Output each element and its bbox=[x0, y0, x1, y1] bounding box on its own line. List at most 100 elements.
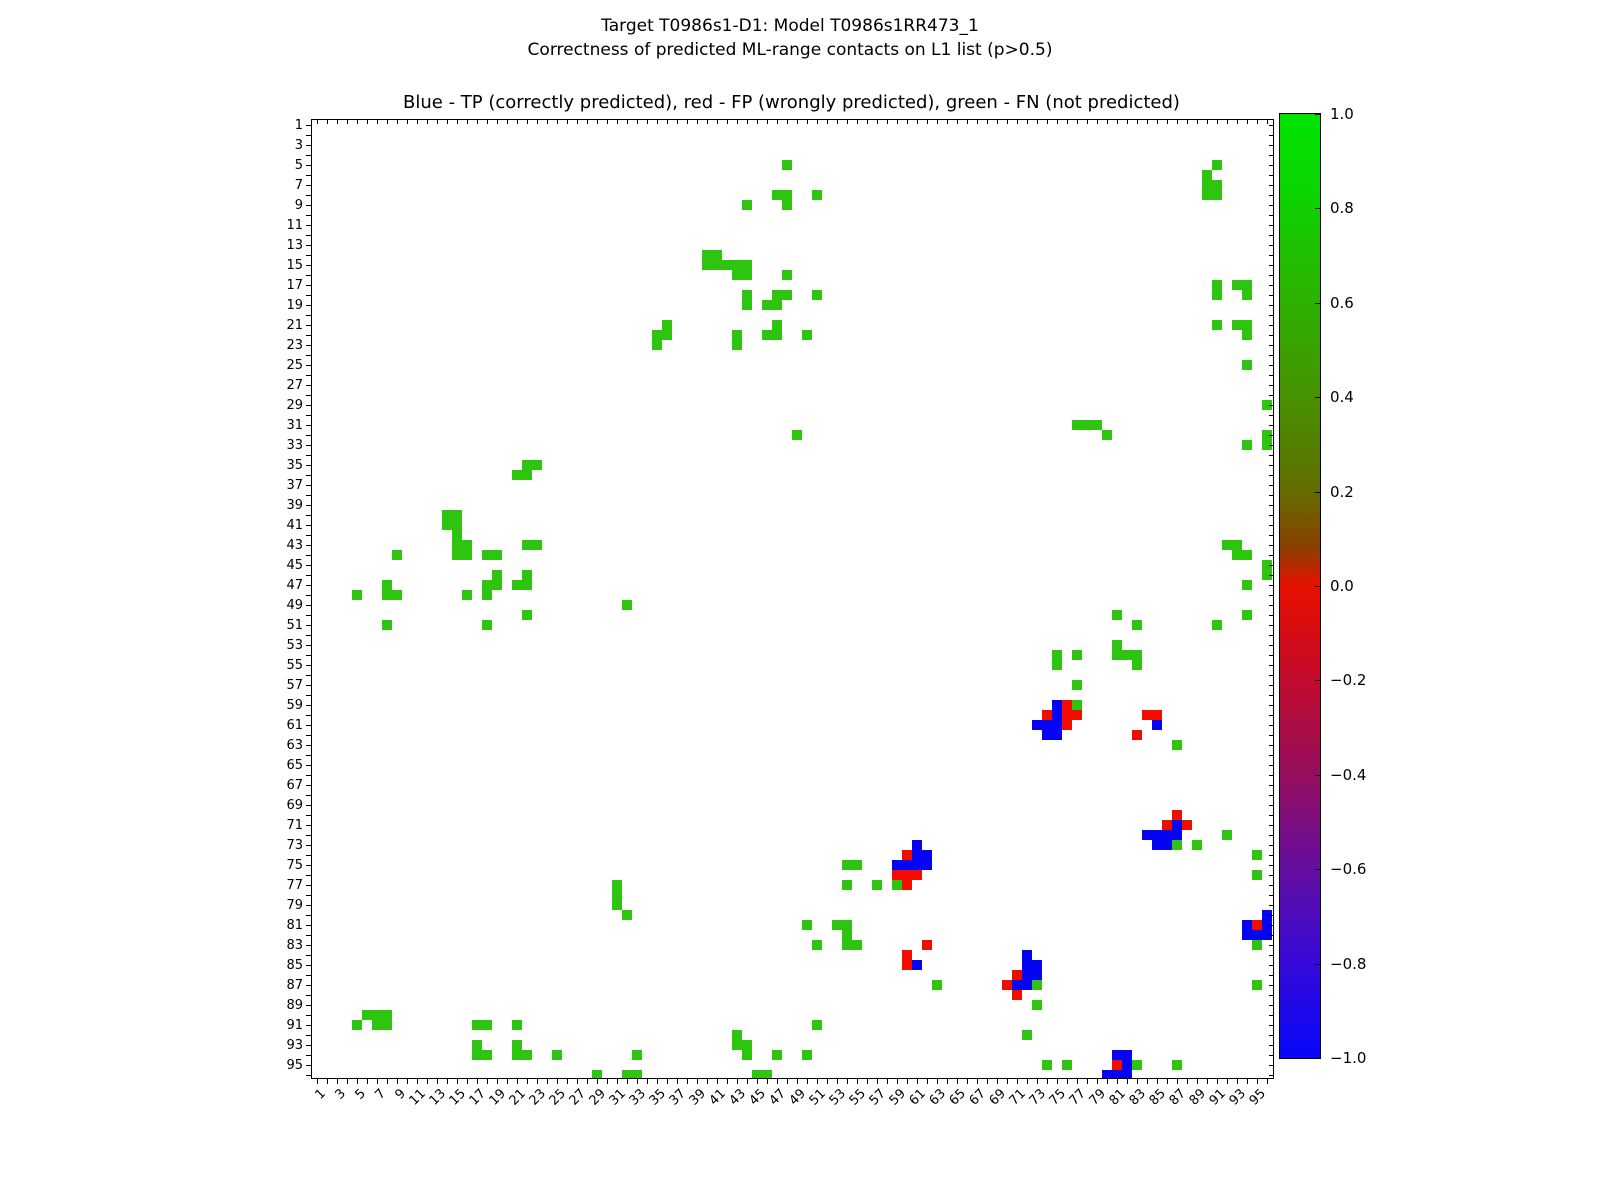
y-tick bbox=[306, 1025, 311, 1027]
y-tick bbox=[306, 895, 311, 897]
contact-cell bbox=[802, 920, 813, 931]
y-tick bbox=[306, 605, 311, 607]
y-tick bbox=[306, 445, 311, 447]
contact-cell bbox=[902, 850, 913, 861]
x-tick bbox=[1077, 1079, 1079, 1084]
contact-cell bbox=[472, 1020, 483, 1031]
y-tick bbox=[306, 795, 311, 797]
colorbar-tick-label: 0.6 bbox=[1330, 293, 1354, 312]
y-tick-label: 1 bbox=[294, 117, 303, 133]
x-tick bbox=[807, 1079, 809, 1084]
x-tick bbox=[677, 1079, 679, 1084]
contact-cell bbox=[1172, 840, 1183, 851]
x-tick-top bbox=[877, 120, 879, 124]
x-tick-top bbox=[1157, 120, 1159, 124]
x-tick-top bbox=[727, 120, 729, 124]
y-tick-right bbox=[1269, 265, 1273, 267]
contact-cell bbox=[842, 880, 853, 891]
y-tick-right bbox=[1269, 985, 1273, 987]
y-tick-label: 5 bbox=[294, 157, 303, 173]
y-tick bbox=[306, 325, 311, 327]
contact-cell bbox=[1052, 660, 1063, 671]
y-tick bbox=[306, 695, 311, 697]
y-tick bbox=[306, 345, 311, 347]
y-tick-right bbox=[1269, 515, 1273, 517]
y-tick-label: 25 bbox=[286, 357, 303, 373]
y-tick bbox=[306, 1075, 311, 1077]
contact-cell bbox=[1262, 400, 1273, 411]
x-tick-top bbox=[397, 120, 399, 124]
contact-cell bbox=[772, 290, 783, 301]
y-tick bbox=[306, 305, 311, 307]
x-tick bbox=[507, 1079, 509, 1084]
y-tick bbox=[306, 225, 311, 227]
y-tick-right bbox=[1269, 915, 1273, 917]
contact-cell bbox=[662, 320, 673, 331]
contact-cell bbox=[1162, 840, 1173, 851]
x-tick bbox=[717, 1079, 719, 1084]
x-tick-top bbox=[377, 120, 379, 124]
y-tick-right bbox=[1269, 755, 1273, 757]
contact-cell bbox=[622, 600, 633, 611]
contact-cell bbox=[702, 260, 713, 271]
contact-cell bbox=[1052, 730, 1063, 741]
contact-cell bbox=[382, 1010, 393, 1021]
x-tick-top bbox=[857, 120, 859, 124]
contact-cell bbox=[832, 920, 843, 931]
contact-cell bbox=[922, 850, 933, 861]
x-tick bbox=[557, 1079, 559, 1084]
x-tick bbox=[747, 1079, 749, 1084]
y-tick bbox=[306, 155, 311, 157]
x-tick-top bbox=[907, 120, 909, 124]
contact-cell bbox=[1022, 970, 1033, 981]
contact-cell bbox=[902, 950, 913, 961]
contact-cell bbox=[382, 590, 393, 601]
y-tick-label: 91 bbox=[286, 1017, 303, 1033]
contact-cell bbox=[1202, 180, 1213, 191]
contact-cell bbox=[1122, 650, 1133, 661]
contact-cell bbox=[1122, 1070, 1133, 1078]
contact-cell bbox=[1102, 1070, 1113, 1078]
y-tick-right bbox=[1269, 555, 1273, 557]
y-tick bbox=[306, 835, 311, 837]
x-tick bbox=[357, 1079, 359, 1084]
x-tick-top bbox=[717, 120, 719, 124]
y-tick-right bbox=[1269, 895, 1273, 897]
y-tick-right bbox=[1269, 425, 1273, 427]
x-tick bbox=[987, 1079, 989, 1084]
y-tick bbox=[306, 465, 311, 467]
x-tick-top bbox=[697, 120, 699, 124]
y-tick-label: 15 bbox=[286, 257, 303, 273]
x-tick-top bbox=[367, 120, 369, 124]
y-tick-label: 9 bbox=[294, 197, 303, 213]
x-tick bbox=[1027, 1079, 1029, 1084]
x-tick bbox=[587, 1079, 589, 1084]
y-tick-right bbox=[1269, 195, 1273, 197]
contact-cell bbox=[1182, 820, 1193, 831]
x-tick bbox=[1017, 1079, 1019, 1084]
x-tick-top bbox=[567, 120, 569, 124]
contact-cell bbox=[382, 580, 393, 591]
x-tick-top bbox=[687, 120, 689, 124]
x-tick-top bbox=[637, 120, 639, 124]
y-tick bbox=[306, 845, 311, 847]
y-tick-label: 61 bbox=[286, 717, 303, 733]
contact-cell bbox=[1012, 970, 1023, 981]
x-tick bbox=[1057, 1079, 1059, 1084]
colorbar-tick bbox=[1315, 1058, 1320, 1059]
contact-cell bbox=[1162, 820, 1173, 831]
contact-cell bbox=[1132, 620, 1143, 631]
x-tick bbox=[527, 1079, 529, 1084]
x-tick-top bbox=[467, 120, 469, 124]
contact-cell bbox=[1042, 710, 1053, 721]
x-tick-top bbox=[627, 120, 629, 124]
contact-cell bbox=[1212, 160, 1223, 171]
x-tick bbox=[437, 1079, 439, 1084]
contact-cell bbox=[482, 590, 493, 601]
y-tick-right bbox=[1269, 335, 1273, 337]
x-tick bbox=[417, 1079, 419, 1084]
contact-cell bbox=[632, 1070, 643, 1078]
contact-cell bbox=[482, 1050, 493, 1061]
y-tick bbox=[306, 505, 311, 507]
y-tick bbox=[306, 295, 311, 297]
